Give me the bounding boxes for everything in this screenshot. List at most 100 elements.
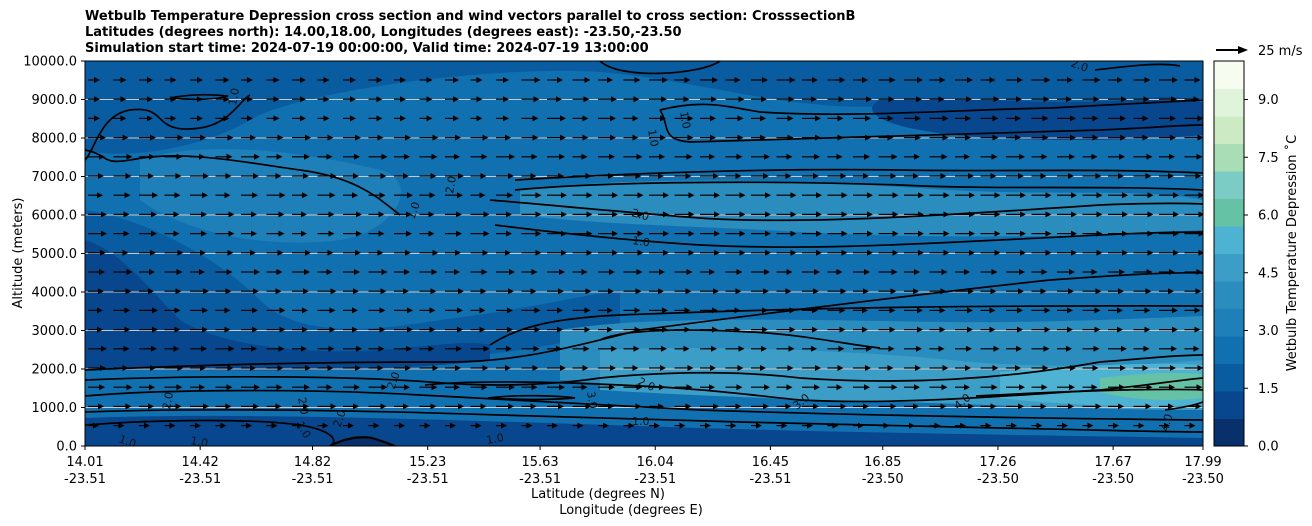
wind-vector [547, 403, 564, 410]
wind-vector [955, 384, 970, 391]
wind-vector [700, 173, 719, 179]
wind-vector [853, 249, 873, 256]
wind-vector [496, 230, 512, 237]
wind-vector [139, 403, 154, 410]
wind-vector [343, 134, 361, 141]
wind-vector [470, 269, 488, 275]
wind-vector [598, 77, 613, 83]
wind-vector [598, 173, 614, 179]
wind-vector [343, 96, 356, 103]
wind-vector [470, 326, 486, 333]
wind-vector [419, 134, 439, 141]
wind-vector [1057, 134, 1076, 141]
wind-vector [623, 326, 641, 333]
wind-vector [827, 384, 843, 391]
wind-vector [904, 153, 920, 160]
wind-vector [1184, 384, 1203, 391]
wind-vector [674, 384, 693, 391]
wind-vector [496, 403, 514, 410]
wind-vector [215, 211, 235, 218]
wind-vector [853, 345, 872, 352]
wind-vector [368, 192, 386, 199]
wind-vector [929, 422, 941, 429]
wind-vector [572, 345, 590, 352]
wind-vector [623, 153, 643, 160]
wind-vector [113, 326, 131, 333]
contour-line [424, 377, 1203, 403]
wind-vector [1006, 403, 1024, 410]
wind-vector [547, 365, 566, 371]
wind-vector [929, 307, 946, 314]
wind-vector [827, 192, 848, 199]
wind-vector [1031, 326, 1051, 333]
wind-vector [1159, 422, 1170, 429]
wind-vector [700, 96, 717, 103]
wind-vector [776, 211, 797, 218]
contour-labels: 1.0 1.0 1.0 2.0 2.0 1.0 2.0 1.0 2.0 2.0 … [117, 61, 1175, 446]
wind-vector [1108, 230, 1128, 237]
wind-vector [853, 96, 872, 103]
wind-vector [955, 134, 971, 141]
wind-vector [139, 422, 150, 429]
wind-vector [904, 230, 924, 237]
wind-vector [88, 192, 103, 199]
wind-key: 25 m/s [1216, 44, 1303, 59]
wind-vector [215, 307, 231, 314]
wind-vector [394, 307, 413, 314]
wind-vector [674, 326, 691, 333]
wind-vector [241, 77, 253, 83]
wind-vector [394, 211, 412, 218]
wind-vector [904, 249, 924, 256]
wind-vector [1133, 269, 1153, 275]
wind-vector [853, 365, 871, 371]
wind-vector [470, 384, 488, 391]
wind-vector [1006, 326, 1023, 333]
wind-vector [827, 230, 848, 237]
wind-vector [725, 288, 742, 295]
wind-vector [445, 153, 460, 160]
wind-vector [521, 77, 541, 83]
wind-vector [955, 365, 971, 371]
x-tick-label-lat: 14.42 [182, 455, 219, 470]
wind-vector [802, 422, 813, 429]
wind-vector [623, 211, 644, 218]
wind-vector [190, 230, 207, 237]
wind-vector [878, 249, 899, 256]
wind-vector [1006, 384, 1025, 391]
wind-vector [572, 249, 593, 256]
wind-vector [776, 288, 792, 295]
wind-vector [1133, 230, 1154, 237]
wind-vector [190, 365, 206, 371]
wind-vector [292, 211, 307, 218]
wind-vector [572, 384, 588, 391]
wind-vector [572, 115, 589, 122]
wind-vector [572, 153, 588, 160]
wind-vector [598, 269, 615, 275]
wind-vector [139, 307, 158, 314]
wind-vector [929, 326, 946, 333]
wind-vector [164, 403, 182, 410]
wind-vector [1082, 403, 1102, 410]
wind-vector [164, 307, 181, 314]
wind-vector [113, 307, 131, 314]
wind-vector [164, 230, 180, 237]
wind-vector [725, 403, 742, 410]
wind-vector [853, 211, 873, 218]
wind-vector [725, 384, 743, 391]
contour-line [169, 93, 229, 101]
wind-vector [241, 249, 256, 256]
wind-vector [980, 230, 1001, 237]
wind-vector [751, 134, 766, 141]
wind-vector [1159, 403, 1174, 410]
wind-vector [317, 403, 337, 410]
wind-vector [1006, 230, 1026, 237]
wind-vector [623, 403, 642, 410]
wind-vector [802, 134, 821, 141]
wind-vector [904, 403, 919, 410]
wind-vector [776, 96, 795, 103]
wind-vector [572, 288, 592, 295]
wind-vector [1057, 230, 1077, 237]
wind-vector [1108, 115, 1126, 122]
wind-vector [751, 345, 767, 352]
wind-vector [1031, 384, 1048, 391]
